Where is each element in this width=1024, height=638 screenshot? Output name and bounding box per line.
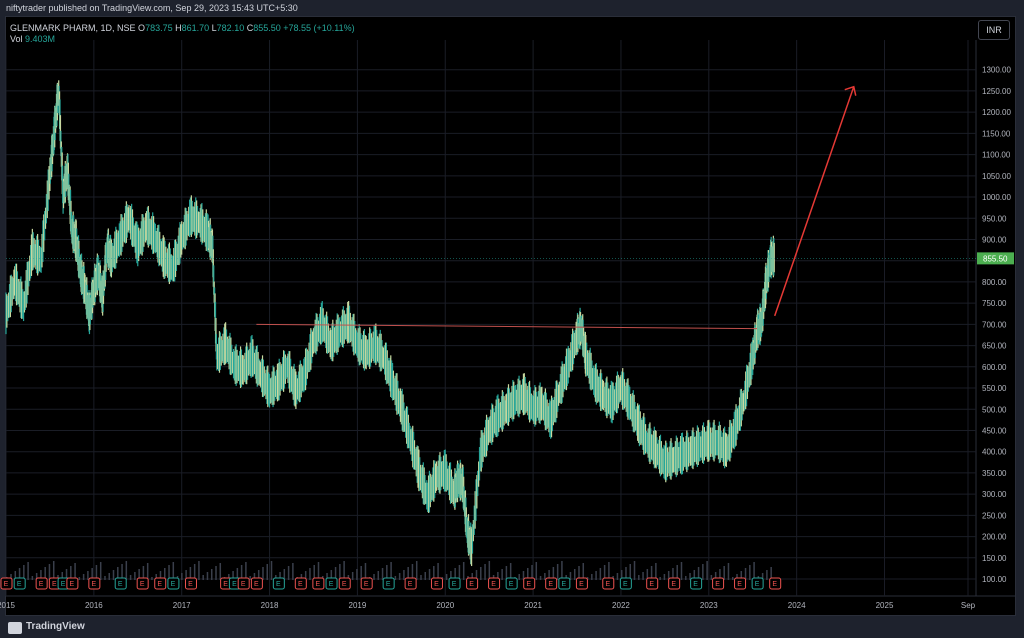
volume-legend: Vol 9.403M: [10, 34, 55, 44]
low-label: L: [211, 23, 217, 33]
tradingview-logo-icon[interactable]: [8, 622, 22, 634]
close-label: C: [246, 23, 254, 33]
symbol-legend: GLENMARK PHARM, 1D, NSE O783.75 H861.70 …: [10, 22, 355, 34]
close-value: 855.50: [253, 23, 281, 33]
volume-value: 9.403M: [25, 34, 56, 44]
footer-bar: TradingView: [0, 618, 1024, 638]
change-value: +78.55 (+10.11%): [283, 23, 355, 33]
low-value: 782.10: [216, 23, 245, 33]
published-text: niftytrader published on TradingView.com…: [6, 3, 298, 13]
tradingview-brand[interactable]: TradingView: [26, 621, 85, 632]
chart-frame[interactable]: [5, 16, 1016, 616]
high-value: 861.70: [181, 23, 210, 33]
header-bar: niftytrader published on TradingView.com…: [0, 0, 1024, 16]
open-value: 783.75: [145, 23, 173, 33]
high-label: H: [175, 23, 182, 33]
currency-button[interactable]: INR: [978, 20, 1010, 40]
open-label: O: [138, 23, 146, 33]
volume-label[interactable]: Vol: [10, 34, 23, 44]
symbol-name[interactable]: GLENMARK PHARM, 1D, NSE: [10, 23, 136, 33]
